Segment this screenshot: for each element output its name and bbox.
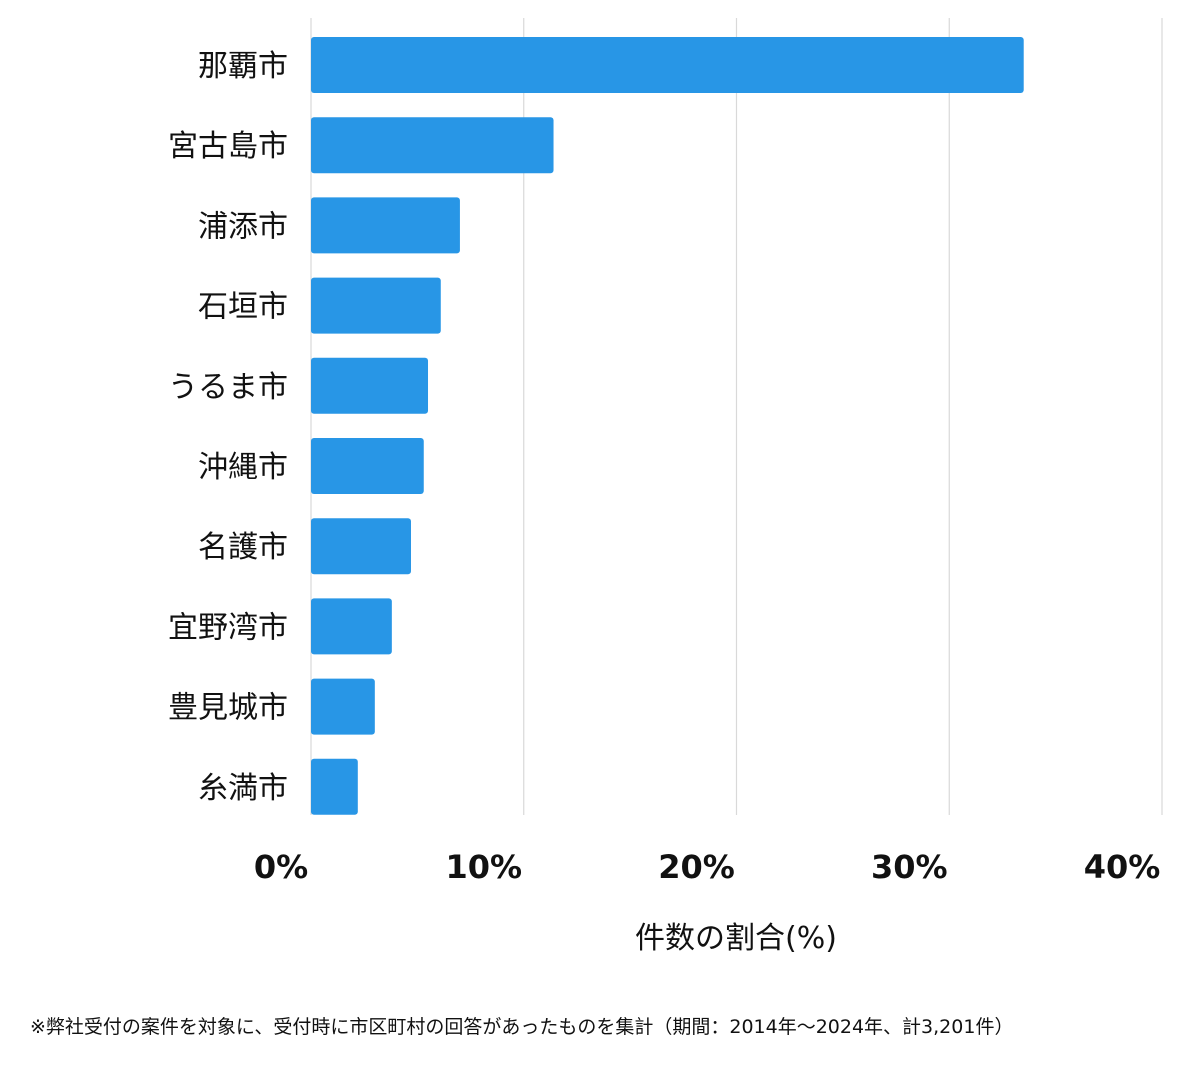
category-label: 石垣市 [198, 290, 288, 325]
category-label: 豊見城市 [168, 691, 288, 726]
category-label: うるま市 [168, 370, 288, 405]
bar [311, 518, 411, 575]
x-tick-labels: 0% 10% 20% 30% 40% [254, 848, 1160, 886]
category-label: 名護市 [198, 530, 288, 565]
category-label: 糸満市 [198, 771, 288, 806]
bar [311, 197, 460, 254]
category-label: 宜野湾市 [168, 610, 288, 645]
footnote: ※弊社受付の案件を対象に、受付時に市区町村の回答があったものを集計（期間：201… [30, 1016, 1014, 1038]
bar [311, 678, 375, 735]
category-label: 宮古島市 [168, 129, 288, 164]
bar [311, 357, 429, 414]
category-label: 浦添市 [198, 209, 288, 244]
bar [311, 277, 441, 334]
bar [311, 37, 1024, 93]
x-tick-label: 40% [1084, 848, 1161, 886]
bar [311, 117, 554, 174]
bars [311, 37, 1024, 815]
bar [311, 598, 392, 655]
bar [311, 758, 358, 815]
x-tick-label: 10% [445, 848, 522, 886]
bar [311, 438, 424, 494]
category-label: 那覇市 [198, 49, 288, 84]
x-tick-label: 20% [658, 848, 735, 886]
category-label: 沖縄市 [198, 450, 288, 485]
x-axis-title: 件数の割合(%) [635, 921, 837, 956]
x-tick-label: 0% [254, 848, 308, 886]
x-tick-label: 30% [871, 848, 948, 886]
